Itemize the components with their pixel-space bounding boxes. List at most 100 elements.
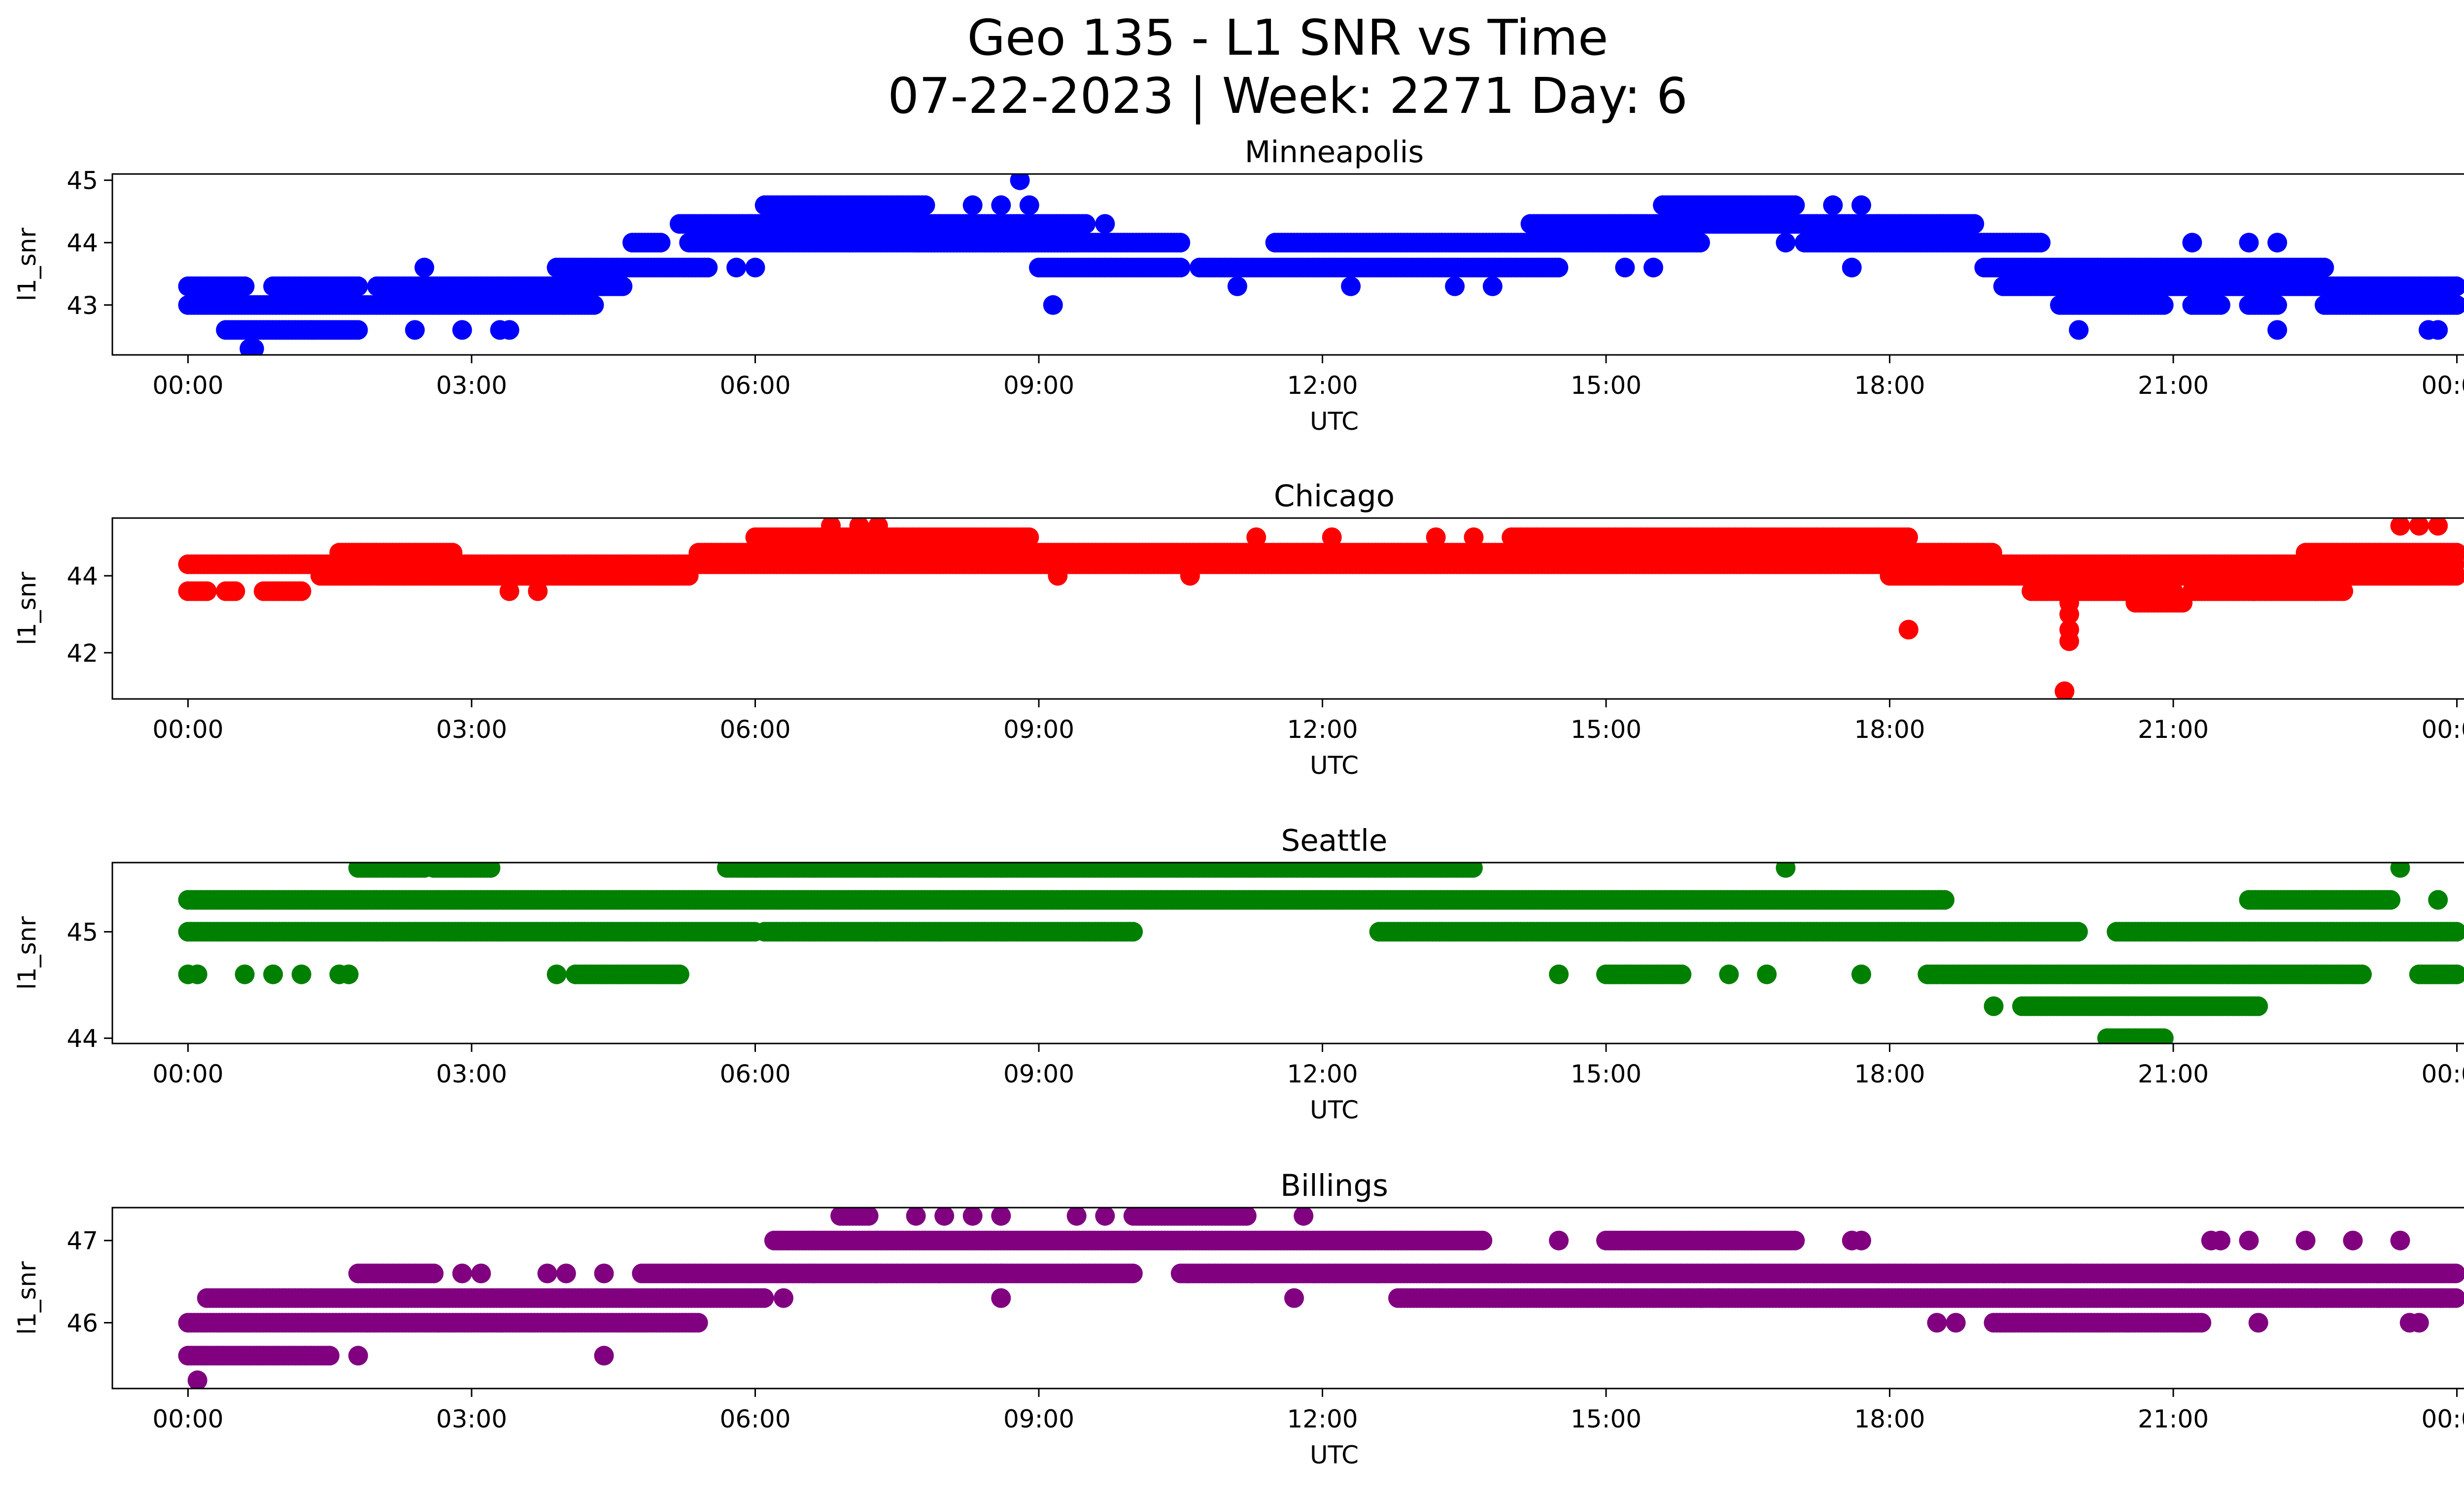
data-point (405, 320, 425, 340)
data-point (2447, 543, 2464, 563)
data-point (1180, 566, 1200, 586)
x-tick-label: 06:00 (719, 371, 790, 400)
data-point (1842, 257, 1862, 278)
x-axis-label: UTC (1310, 751, 1359, 780)
data-point (868, 518, 888, 536)
data-point (584, 295, 604, 315)
data-point (1615, 257, 1635, 278)
data-point (1776, 233, 1796, 253)
x-tick-label: 00:00 (152, 715, 223, 744)
data-point (1851, 195, 1871, 215)
data-point (499, 320, 519, 340)
y-tick-label: 44 (67, 562, 98, 591)
data-point (2409, 518, 2429, 536)
data-point (962, 195, 983, 215)
data-point (2267, 320, 2288, 340)
y-tick-label: 42 (67, 639, 98, 667)
y-axis-label: l1_snr (13, 572, 41, 645)
data-point (2428, 518, 2448, 536)
data-point (2447, 295, 2464, 315)
subplot-chicago: 00:00 03:00 06:00 09:00 12:00 15:00 18:00 21:00… (13, 479, 2464, 780)
data-point (1982, 543, 2002, 563)
data-point (1898, 620, 1918, 640)
subplot-seattle: 00:00 03:00 06:00 09:00 12:00 15:00 18:00 21:00… (13, 823, 2464, 1124)
data-point (528, 581, 548, 601)
data-point (197, 581, 217, 601)
data-point (1048, 566, 1068, 586)
data-point (1246, 527, 1266, 547)
data-point (348, 320, 368, 340)
data-point (915, 195, 935, 215)
data-point (745, 257, 765, 278)
data-point (1898, 527, 1918, 547)
x-tick-label: 03:00 (436, 715, 507, 744)
data-point (2267, 295, 2287, 315)
data-point (821, 518, 841, 536)
data-point (348, 276, 368, 296)
data-point (2069, 320, 2089, 340)
data-points-seattle (178, 863, 2464, 1043)
data-point (1935, 890, 1955, 910)
plot-frame-chicago (111, 517, 2464, 700)
x-tick-label: 00:00 (152, 371, 223, 400)
x-tick-label: 21:00 (2138, 715, 2209, 744)
data-point (225, 581, 245, 601)
data-point (1043, 295, 1063, 315)
plot-frame-minneapolis (111, 173, 2464, 356)
data-point (1322, 527, 1342, 547)
x-tick-label: 15:00 (1571, 715, 1642, 744)
x-tick-label: 15:00 (1571, 371, 1642, 400)
data-point (2267, 233, 2288, 253)
data-point (1482, 276, 1503, 296)
data-point (499, 581, 519, 601)
data-point (1019, 195, 1039, 215)
x-tick-label: 18:00 (1854, 371, 1925, 400)
data-point (1076, 214, 1096, 234)
data-point (1227, 276, 1247, 296)
data-point (2068, 922, 2088, 942)
data-point (1170, 233, 1191, 253)
data-point (1426, 527, 1446, 547)
data-point (1010, 174, 1030, 190)
data-point (414, 257, 435, 278)
data-point (2182, 233, 2202, 253)
x-tick-label: 09:00 (1003, 371, 1074, 400)
data-point (1445, 276, 1465, 296)
subplot-title-chicago: Chicago (1274, 479, 1395, 514)
data-point (2031, 233, 2051, 253)
y-tick-label: 43 (67, 291, 98, 320)
figure-title-line-2: 07-22-2023 | Week: 2271 Day: 6 (888, 67, 1688, 125)
data-point (235, 276, 255, 296)
data-point (2059, 620, 2079, 640)
data-point (2173, 592, 2193, 613)
x-tick-label: 00:00 (2422, 715, 2464, 744)
data-point (2333, 581, 2354, 601)
data-point (650, 233, 671, 253)
data-point (2428, 320, 2448, 340)
figure-title: Geo 135 - L1 SNR vs Time 07-22-2023 | We… (0, 9, 2464, 125)
data-point (1170, 257, 1191, 278)
subplot-title-minneapolis: Minneapolis (1245, 135, 1424, 170)
data-point (613, 276, 633, 296)
data-point (2446, 922, 2464, 942)
x-tick-label: 21:00 (2138, 371, 2209, 400)
y-tick-label: 44 (67, 229, 98, 257)
x-tick-label: 06:00 (719, 715, 790, 744)
data-point (452, 320, 472, 340)
data-point (1341, 276, 1361, 296)
data-point (1123, 922, 1143, 942)
data-point (443, 543, 463, 563)
x-tick-label: 03:00 (436, 371, 507, 400)
y-axis-label: l1_snr (13, 228, 41, 301)
x-axis-label: UTC (1310, 407, 1359, 436)
data-point (849, 518, 869, 536)
data-point (1548, 257, 1569, 278)
data-point (2446, 276, 2464, 296)
data-points-chicago (178, 518, 2464, 699)
data-point (2381, 890, 2400, 910)
data-point (2390, 518, 2410, 536)
data-point (1464, 527, 1484, 547)
data-point (1823, 195, 1843, 215)
data-point (1643, 257, 1663, 278)
